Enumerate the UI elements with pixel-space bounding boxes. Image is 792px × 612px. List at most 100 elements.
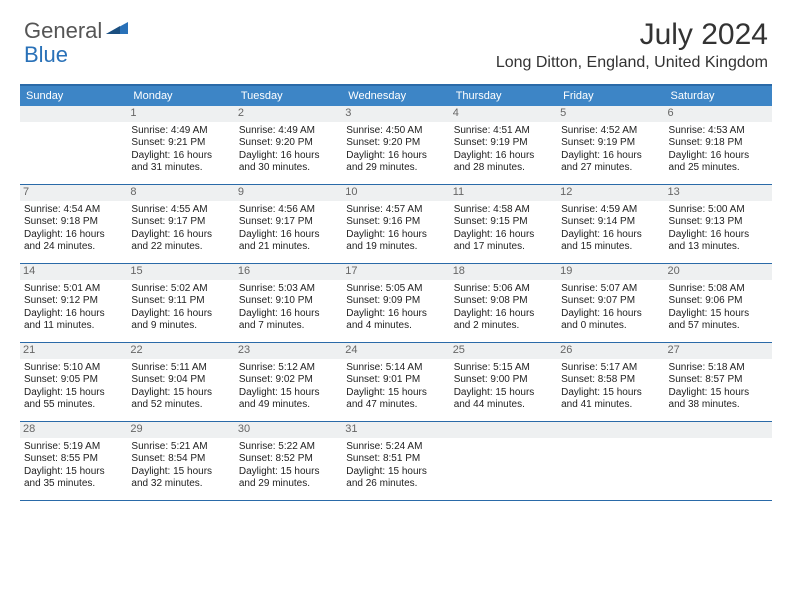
day-sunrise: Sunrise: 4:52 AM <box>561 125 660 138</box>
day-cell: 26Sunrise: 5:17 AMSunset: 8:58 PMDayligh… <box>557 343 664 421</box>
day-sunrise: Sunrise: 5:14 AM <box>346 362 445 375</box>
day-sunset: Sunset: 8:51 PM <box>346 453 445 466</box>
day-cell: 7Sunrise: 4:54 AMSunset: 9:18 PMDaylight… <box>20 185 127 263</box>
day-number: 5 <box>557 106 664 122</box>
day-sunrise: Sunrise: 5:21 AM <box>131 441 230 454</box>
day-number <box>557 422 664 438</box>
day-sunset: Sunset: 9:18 PM <box>24 216 123 229</box>
day-number: 30 <box>235 422 342 438</box>
month-title: July 2024 <box>496 18 768 52</box>
day-daylight: Daylight: 16 hours and 24 minutes. <box>24 229 123 254</box>
day-number: 12 <box>557 185 664 201</box>
day-daylight: Daylight: 15 hours and 29 minutes. <box>239 466 338 491</box>
week-row: 7Sunrise: 4:54 AMSunset: 9:18 PMDaylight… <box>20 185 772 264</box>
logo-text-blue: Blue <box>24 42 68 67</box>
day-sunrise: Sunrise: 5:22 AM <box>239 441 338 454</box>
day-sunset: Sunset: 9:00 PM <box>454 374 553 387</box>
day-sunset: Sunset: 9:06 PM <box>669 295 768 308</box>
day-cell: 17Sunrise: 5:05 AMSunset: 9:09 PMDayligh… <box>342 264 449 342</box>
day-daylight: Daylight: 15 hours and 44 minutes. <box>454 387 553 412</box>
logo: General <box>24 18 130 44</box>
day-number: 2 <box>235 106 342 122</box>
day-sunrise: Sunrise: 4:59 AM <box>561 204 660 217</box>
day-daylight: Daylight: 16 hours and 27 minutes. <box>561 150 660 175</box>
day-cell: 27Sunrise: 5:18 AMSunset: 8:57 PMDayligh… <box>665 343 772 421</box>
day-sunset: Sunset: 9:07 PM <box>561 295 660 308</box>
day-number: 16 <box>235 264 342 280</box>
day-sunrise: Sunrise: 5:17 AM <box>561 362 660 375</box>
day-sunset: Sunset: 9:18 PM <box>669 137 768 150</box>
day-sunrise: Sunrise: 5:19 AM <box>24 441 123 454</box>
day-header-row: Sunday Monday Tuesday Wednesday Thursday… <box>20 86 772 106</box>
day-sunset: Sunset: 9:10 PM <box>239 295 338 308</box>
day-sunset: Sunset: 9:04 PM <box>131 374 230 387</box>
day-number: 27 <box>665 343 772 359</box>
day-sunset: Sunset: 9:17 PM <box>239 216 338 229</box>
logo-text-general: General <box>24 18 102 44</box>
day-number: 9 <box>235 185 342 201</box>
day-cell: 24Sunrise: 5:14 AMSunset: 9:01 PMDayligh… <box>342 343 449 421</box>
day-sunset: Sunset: 9:13 PM <box>669 216 768 229</box>
day-daylight: Daylight: 16 hours and 9 minutes. <box>131 308 230 333</box>
day-sunset: Sunset: 9:05 PM <box>24 374 123 387</box>
day-number: 31 <box>342 422 449 438</box>
day-number: 13 <box>665 185 772 201</box>
day-cell: 20Sunrise: 5:08 AMSunset: 9:06 PMDayligh… <box>665 264 772 342</box>
day-cell: 22Sunrise: 5:11 AMSunset: 9:04 PMDayligh… <box>127 343 234 421</box>
day-cell: 11Sunrise: 4:58 AMSunset: 9:15 PMDayligh… <box>450 185 557 263</box>
day-cell: 28Sunrise: 5:19 AMSunset: 8:55 PMDayligh… <box>20 422 127 500</box>
day-daylight: Daylight: 15 hours and 47 minutes. <box>346 387 445 412</box>
day-sunrise: Sunrise: 5:07 AM <box>561 283 660 296</box>
day-sunset: Sunset: 8:52 PM <box>239 453 338 466</box>
day-daylight: Daylight: 15 hours and 57 minutes. <box>669 308 768 333</box>
day-number: 19 <box>557 264 664 280</box>
day-cell <box>450 422 557 500</box>
day-header-sat: Saturday <box>665 86 772 106</box>
day-sunrise: Sunrise: 4:53 AM <box>669 125 768 138</box>
day-daylight: Daylight: 16 hours and 2 minutes. <box>454 308 553 333</box>
day-daylight: Daylight: 16 hours and 15 minutes. <box>561 229 660 254</box>
day-daylight: Daylight: 16 hours and 7 minutes. <box>239 308 338 333</box>
day-cell: 1Sunrise: 4:49 AMSunset: 9:21 PMDaylight… <box>127 106 234 184</box>
day-daylight: Daylight: 15 hours and 41 minutes. <box>561 387 660 412</box>
day-cell: 13Sunrise: 5:00 AMSunset: 9:13 PMDayligh… <box>665 185 772 263</box>
day-sunrise: Sunrise: 4:57 AM <box>346 204 445 217</box>
day-cell: 4Sunrise: 4:51 AMSunset: 9:19 PMDaylight… <box>450 106 557 184</box>
day-sunset: Sunset: 9:14 PM <box>561 216 660 229</box>
day-daylight: Daylight: 15 hours and 52 minutes. <box>131 387 230 412</box>
day-sunrise: Sunrise: 5:03 AM <box>239 283 338 296</box>
location-label: Long Ditton, England, United Kingdom <box>496 54 768 72</box>
day-number: 3 <box>342 106 449 122</box>
day-number: 6 <box>665 106 772 122</box>
day-sunrise: Sunrise: 5:00 AM <box>669 204 768 217</box>
day-number: 21 <box>20 343 127 359</box>
day-header-tue: Tuesday <box>235 86 342 106</box>
day-number: 28 <box>20 422 127 438</box>
week-row: 28 Sunrise: 5:19 AMSunset: 8:55 PM Dayligh… <box>20 422 772 501</box>
day-sunrise: Sunrise: 4:51 AM <box>454 125 553 138</box>
day-cell: 14Sunrise: 5:01 AMSunset: 9:12 PMDayligh… <box>20 264 127 342</box>
day-daylight: Daylight: 16 hours and 29 minutes. <box>346 150 445 175</box>
day-cell: 31Sunrise: 5:24 AMSunset: 8:51 PMDayligh… <box>342 422 449 500</box>
day-header-fri: Friday <box>557 86 664 106</box>
day-cell <box>665 422 772 500</box>
header: General July 2024 Long Ditton, England, … <box>0 0 792 76</box>
day-sunset: Sunset: 9:16 PM <box>346 216 445 229</box>
day-cell: 8Sunrise: 4:55 AMSunset: 9:17 PMDaylight… <box>127 185 234 263</box>
day-number: 29 <box>127 422 234 438</box>
day-daylight: Daylight: 16 hours and 17 minutes. <box>454 229 553 254</box>
day-sunrise: Sunrise: 4:55 AM <box>131 204 230 217</box>
day-cell: 21Sunrise: 5:10 AMSunset: 9:05 PMDayligh… <box>20 343 127 421</box>
day-number <box>450 422 557 438</box>
day-daylight: Daylight: 16 hours and 22 minutes. <box>131 229 230 254</box>
day-sunrise: Sunrise: 5:11 AM <box>131 362 230 375</box>
day-sunset: Sunset: 8:55 PM <box>24 453 123 466</box>
day-number <box>665 422 772 438</box>
title-block: July 2024 Long Ditton, England, United K… <box>496 18 768 72</box>
day-cell: 25Sunrise: 5:15 AMSunset: 9:00 PMDayligh… <box>450 343 557 421</box>
day-sunrise: Sunrise: 5:12 AM <box>239 362 338 375</box>
day-cell <box>557 422 664 500</box>
day-sunrise: Sunrise: 5:02 AM <box>131 283 230 296</box>
day-sunrise: Sunrise: 5:08 AM <box>669 283 768 296</box>
day-daylight: Daylight: 16 hours and 19 minutes. <box>346 229 445 254</box>
